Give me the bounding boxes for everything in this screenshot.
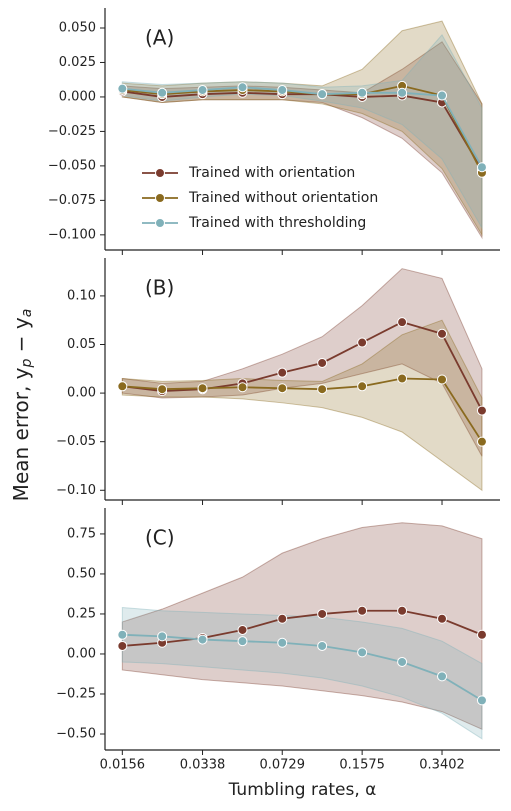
point [277, 637, 288, 648]
point [437, 613, 448, 624]
x-tick-label: 0.3402 [419, 758, 465, 773]
legend-label: Trained without orientation [188, 190, 378, 206]
y-tick-label: −0.50 [56, 726, 96, 741]
point [397, 87, 408, 98]
point [117, 629, 128, 640]
point [157, 631, 168, 642]
y-tick-label: −0.10 [56, 483, 96, 498]
point [237, 82, 248, 93]
point [277, 367, 288, 378]
y-tick-label: 0.050 [59, 20, 96, 35]
confidence-band [121, 522, 483, 730]
x-tick-label: 0.1575 [339, 758, 385, 773]
point [277, 383, 288, 394]
confidence-band [121, 34, 483, 230]
panel-label: (A) [145, 26, 174, 50]
point [357, 381, 368, 392]
point [476, 695, 487, 706]
y-tick-label: 0.50 [67, 566, 96, 581]
point [317, 89, 328, 100]
point [317, 608, 328, 619]
point [317, 357, 328, 368]
point [157, 384, 168, 395]
y-tick-label: 0.05 [67, 337, 96, 352]
point [397, 373, 408, 384]
y-tick-label: 0.75 [67, 526, 96, 541]
point [117, 381, 128, 392]
point [357, 647, 368, 658]
legend-marker [155, 193, 165, 203]
point [317, 640, 328, 651]
point [197, 634, 208, 645]
point [437, 90, 448, 101]
series-line [122, 377, 483, 443]
point [397, 605, 408, 616]
point [397, 317, 408, 328]
series-line [122, 609, 483, 647]
point [117, 640, 128, 651]
series-line [122, 321, 483, 412]
series-line [122, 633, 483, 702]
point [237, 636, 248, 647]
x-tick-label: 0.0338 [180, 758, 226, 773]
y-tick-label: −0.025 [48, 124, 96, 139]
point [476, 436, 487, 447]
y-axis-label: Mean error, yp − ya [9, 309, 36, 502]
y-tick-label: 0.10 [67, 288, 96, 303]
point [357, 337, 368, 348]
point [237, 624, 248, 635]
point [476, 405, 487, 416]
legend-label: Trained with orientation [188, 165, 355, 181]
point [476, 162, 487, 173]
point [437, 328, 448, 339]
y-tick-label: −0.050 [48, 158, 96, 173]
point [277, 613, 288, 624]
point [157, 87, 168, 98]
point [357, 87, 368, 98]
y-tick-label: 0.00 [67, 386, 96, 401]
point [317, 384, 328, 395]
y-tick-label: −0.075 [48, 193, 96, 208]
y-tick-label: 0.025 [59, 55, 96, 70]
point [197, 85, 208, 96]
x-tick-label: 0.0729 [259, 758, 305, 773]
series-line [122, 90, 483, 171]
panel-label: (B) [145, 276, 174, 300]
point [397, 656, 408, 667]
point [437, 671, 448, 682]
y-tick-label: 0.25 [67, 606, 96, 621]
y-tick-label: 0.000 [59, 89, 96, 104]
point [117, 83, 128, 94]
point [437, 374, 448, 385]
y-tick-label: −0.05 [56, 434, 96, 449]
confidence-band [121, 20, 483, 237]
point [357, 605, 368, 616]
legend-marker [155, 168, 165, 178]
y-tick-label: −0.25 [56, 686, 96, 701]
confidence-band [121, 268, 483, 457]
legend-marker [155, 218, 165, 228]
x-axis-label: Tumbling rates, α [228, 780, 377, 800]
point [197, 383, 208, 394]
point [237, 382, 248, 393]
legend-label: Trained with thresholding [188, 215, 366, 231]
point [476, 629, 487, 640]
point [277, 85, 288, 96]
y-tick-label: 0.00 [67, 646, 96, 661]
y-tick-label: −0.100 [48, 227, 96, 242]
x-tick-label: 0.0156 [100, 758, 146, 773]
panel-label: (C) [145, 526, 175, 550]
series-line [122, 86, 483, 168]
